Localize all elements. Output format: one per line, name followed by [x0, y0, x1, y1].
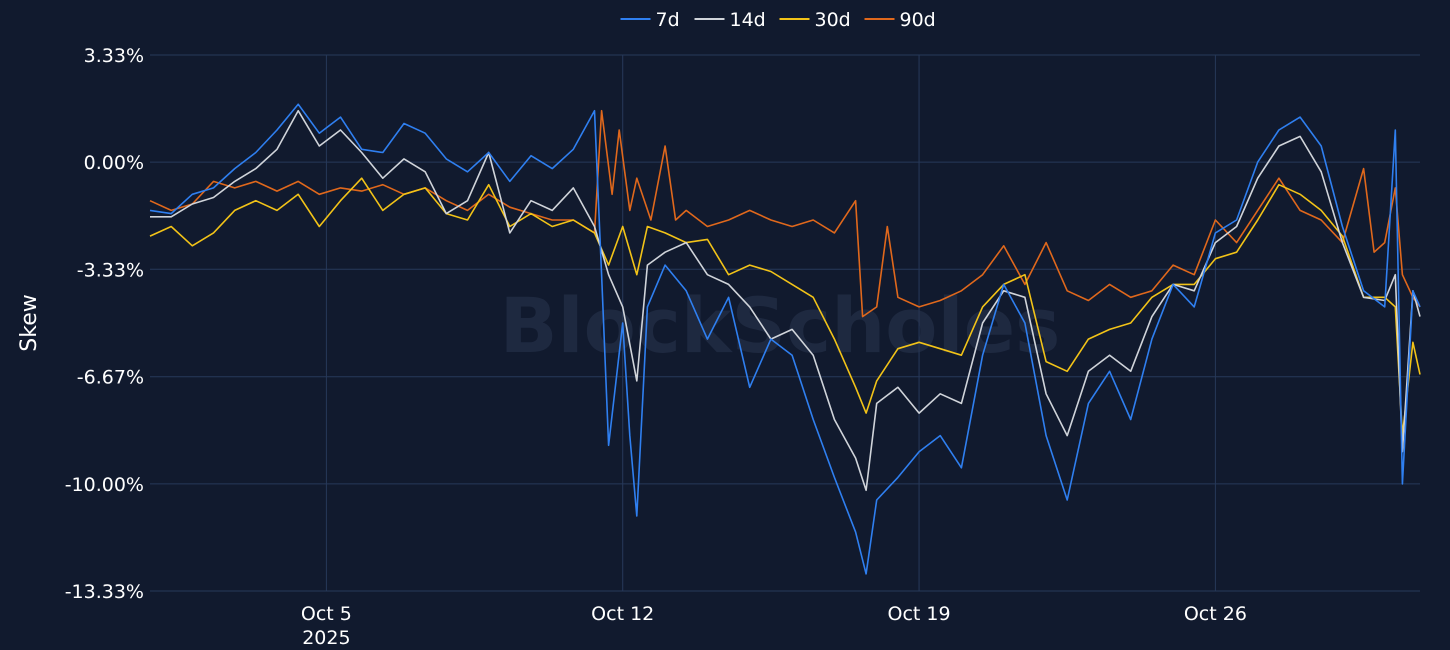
- legend-item-90d[interactable]: 90d: [864, 9, 936, 31]
- legend-item-7d[interactable]: 7d: [620, 9, 680, 31]
- series-line-30d: [149, 177, 1421, 437]
- series-line-14d: [150, 109, 1421, 492]
- x-tick-label: Oct 5: [301, 603, 352, 625]
- x-tick-year-label: 2025: [302, 627, 350, 649]
- legend-label: 30d: [815, 9, 851, 31]
- y-tick-label: -10.00%: [65, 474, 144, 496]
- y-tick-label: 0.00%: [84, 152, 144, 174]
- y-tick-label: -6.67%: [77, 367, 144, 389]
- y-axis-title: Skew: [17, 294, 42, 351]
- legend-item-30d[interactable]: 30d: [779, 9, 851, 31]
- legend-item-14d[interactable]: 14d: [694, 9, 766, 31]
- series-line-90d: [149, 109, 1421, 318]
- x-tick-label: Oct 12: [591, 603, 654, 625]
- legend-label: 7d: [656, 9, 680, 31]
- legend: 7d 14d 30d 90d: [620, 9, 936, 31]
- y-tick-label: -3.33%: [77, 259, 144, 281]
- x-tick-label: Oct 19: [888, 603, 951, 625]
- series-lines: [149, 103, 1421, 575]
- legend-label: 14d: [730, 9, 766, 31]
- y-tick-label: 3.33%: [84, 45, 144, 67]
- x-tick-label: Oct 26: [1184, 603, 1247, 625]
- y-tick-label: -13.33%: [65, 581, 144, 603]
- y-axis-ticks: 3.33% 0.00% -3.33% -6.67% -10.00% -13.33%: [65, 45, 144, 603]
- series-line-7d: [149, 103, 1421, 575]
- watermark-text: BlockScholes: [500, 281, 1061, 370]
- gridlines: [150, 54, 1420, 592]
- legend-label: 90d: [900, 9, 936, 31]
